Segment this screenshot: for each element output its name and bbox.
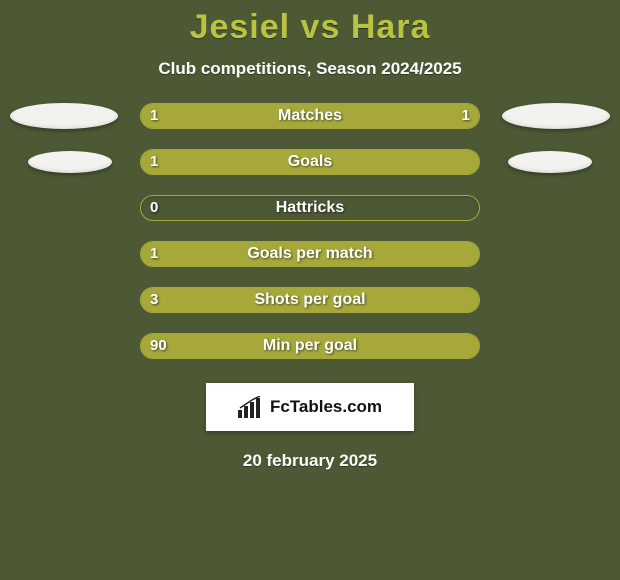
badge-text: FcTables.com bbox=[270, 397, 382, 417]
stat-row: 90Min per goal bbox=[0, 333, 620, 359]
player-ellipse bbox=[28, 151, 112, 173]
stat-row: 11Matches bbox=[0, 103, 620, 129]
stat-label: Hattricks bbox=[140, 195, 480, 221]
stat-rows: 11Matches 1Goals 0Hattricks 1Goals per matc… bbox=[0, 103, 620, 359]
date: 20 february 2025 bbox=[0, 451, 620, 471]
stat-label: Goals per match bbox=[140, 241, 480, 267]
stat-row: 1Goals per match bbox=[0, 241, 620, 267]
stat-label: Shots per goal bbox=[140, 287, 480, 313]
stat-label: Min per goal bbox=[140, 333, 480, 359]
stat-row: 0Hattricks bbox=[0, 195, 620, 221]
comparison-infographic: Jesiel vs Hara Club competitions, Season… bbox=[0, 0, 620, 580]
player-ellipse bbox=[10, 103, 118, 129]
stat-label: Goals bbox=[140, 149, 480, 175]
stat-label: Matches bbox=[140, 103, 480, 129]
player-ellipse bbox=[508, 151, 592, 173]
stat-row: 3Shots per goal bbox=[0, 287, 620, 313]
subtitle: Club competitions, Season 2024/2025 bbox=[0, 59, 620, 79]
title: Jesiel vs Hara bbox=[0, 8, 620, 47]
stat-row: 1Goals bbox=[0, 149, 620, 175]
chart-icon bbox=[238, 396, 264, 418]
player-ellipse bbox=[502, 103, 610, 129]
source-badge: FcTables.com bbox=[206, 383, 414, 431]
